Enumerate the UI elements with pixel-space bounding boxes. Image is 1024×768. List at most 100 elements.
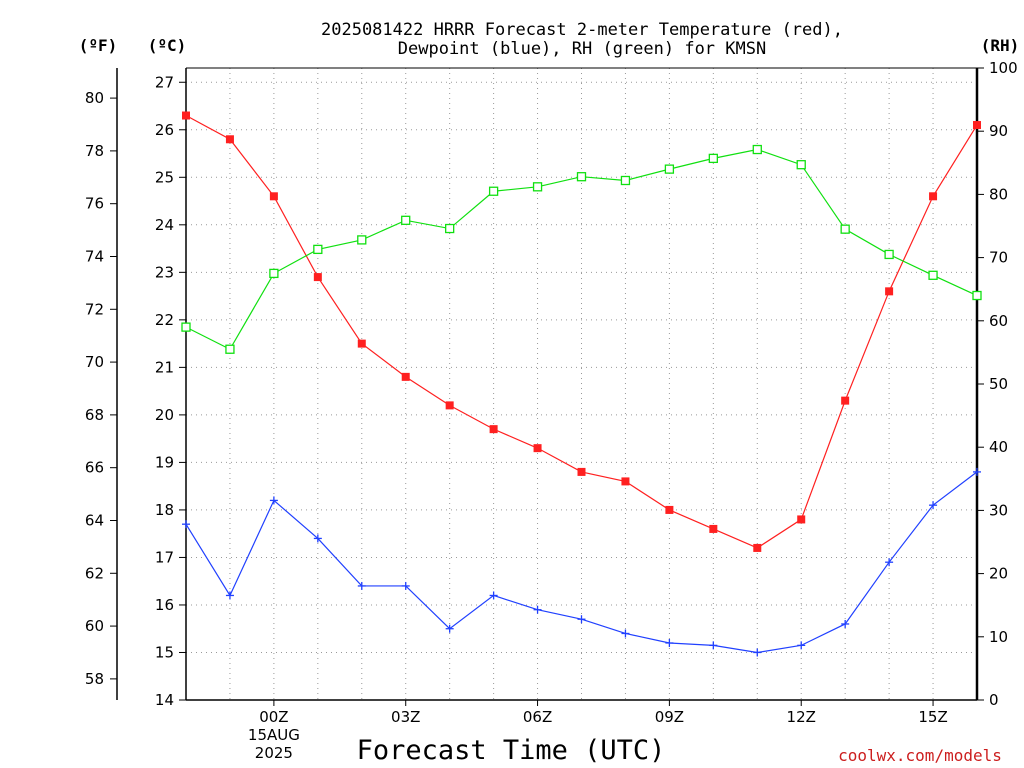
temperature-point xyxy=(973,121,981,130)
dewpoint-point xyxy=(665,638,674,647)
fahrenheit-tick-label: 60 xyxy=(85,617,104,635)
fahrenheit-tick-label: 72 xyxy=(85,300,104,318)
dewpoint-point xyxy=(313,534,322,543)
rh-tick-label: 60 xyxy=(989,312,1008,330)
temperature-point xyxy=(929,192,938,201)
chart-title-line1: 2025081422 HRRR Forecast 2-meter Tempera… xyxy=(321,20,843,40)
celsius-tick-label: 14 xyxy=(155,691,174,709)
rh-point xyxy=(884,249,894,260)
rh-unit-label: (RH) xyxy=(981,36,1020,55)
rh-point xyxy=(928,270,938,280)
fahrenheit-tick-label: 68 xyxy=(85,406,104,424)
rh-point xyxy=(972,290,982,301)
x-tick-label: 03Z xyxy=(391,708,420,726)
rh-tick-label: 50 xyxy=(989,375,1008,393)
temperature-point xyxy=(182,111,190,120)
fahrenheit-tick-label: 78 xyxy=(85,142,104,160)
celsius-tick-label: 19 xyxy=(155,453,174,471)
fahrenheit-tick-label: 58 xyxy=(85,670,104,688)
rh-tick-label: 10 xyxy=(989,628,1008,646)
dewpoint-point xyxy=(489,591,498,600)
temperature-point xyxy=(577,467,586,476)
temperature-point xyxy=(621,477,630,486)
x-tick-label: 06Z xyxy=(523,708,552,726)
rh-point xyxy=(357,235,367,245)
celsius-tick-label: 25 xyxy=(155,168,174,186)
fahrenheit-tick-label: 74 xyxy=(85,247,104,265)
temperature-point xyxy=(401,372,410,381)
dewpoint-point xyxy=(577,615,586,624)
celsius-tick-label: 24 xyxy=(155,216,174,234)
celsius-tick-label: 23 xyxy=(155,263,174,281)
celsius-unit-label: (ºC) xyxy=(148,36,187,55)
dewpoint-point xyxy=(973,467,981,476)
dewpoint-point xyxy=(182,520,190,529)
dewpoint-point xyxy=(533,605,542,614)
celsius-tick-label: 18 xyxy=(155,501,174,519)
x-tick-year-label: 2025 xyxy=(255,744,293,762)
celsius-tick-label: 17 xyxy=(155,548,174,566)
fahrenheit-tick-label: 80 xyxy=(85,89,104,107)
fahrenheit-tick-label: 62 xyxy=(85,564,104,582)
rh-point xyxy=(401,215,411,225)
celsius-tick-label: 15 xyxy=(155,643,174,661)
dewpoint-point xyxy=(225,591,234,600)
rh-point xyxy=(488,186,499,196)
rh-tick-label: 100 xyxy=(989,59,1018,77)
rh-point xyxy=(620,175,631,186)
temperature-point xyxy=(489,425,498,434)
rh-tick-label: 80 xyxy=(989,185,1008,203)
rh-point xyxy=(313,244,323,255)
credit-label: coolwx.com/models xyxy=(838,746,1002,765)
fahrenheit-tick-label: 76 xyxy=(85,195,104,213)
axes: 14 15 16 17 18 19 20 21 22 23 24 25 26 27 00Z15AUG2025… xyxy=(85,59,1018,762)
temperature-point xyxy=(225,135,234,144)
fahrenheit-tick-label: 66 xyxy=(85,459,104,477)
data-series xyxy=(181,111,982,657)
dewpoint-point xyxy=(709,641,718,650)
dewpoint-point xyxy=(753,648,762,657)
temperature-point xyxy=(313,273,322,282)
celsius-tick-label: 22 xyxy=(155,311,174,329)
rh-point xyxy=(225,344,235,354)
rh-point xyxy=(664,164,675,174)
temperature-point xyxy=(665,505,674,514)
celsius-tick-label: 16 xyxy=(155,596,174,614)
rh-tick-label: 0 xyxy=(989,691,999,709)
rh-point xyxy=(532,182,543,192)
x-tick-label: 09Z xyxy=(655,708,684,726)
fahrenheit-unit-label: (ºF) xyxy=(79,36,118,55)
rh-point xyxy=(269,268,279,279)
rh-tick-label: 70 xyxy=(989,249,1008,267)
chart-title-line2: Dewpoint (blue), RH (green) for KMSN xyxy=(398,39,766,59)
temperature-point xyxy=(709,524,718,533)
celsius-tick-label: 26 xyxy=(155,121,174,139)
dewpoint-point xyxy=(841,619,850,628)
dewpoint-point xyxy=(797,641,806,650)
temperature-point xyxy=(445,401,454,410)
rh-tick-label: 90 xyxy=(989,122,1008,140)
celsius-tick-label: 21 xyxy=(155,358,174,376)
x-tick-label: 00Z xyxy=(259,708,288,726)
dewpoint-point xyxy=(401,581,410,590)
fahrenheit-tick-label: 64 xyxy=(85,511,104,529)
celsius-tick-label: 27 xyxy=(155,73,174,91)
temperature-point xyxy=(885,287,894,296)
rh-tick-label: 30 xyxy=(989,501,1008,519)
dewpoint-point xyxy=(269,496,278,505)
x-tick-date-label: 15AUG xyxy=(248,726,300,744)
x-tick-label: 12Z xyxy=(787,708,816,726)
x-tick-label: 15Z xyxy=(918,708,947,726)
rh-point xyxy=(708,153,718,164)
rh-tick-label: 40 xyxy=(989,438,1008,456)
dewpoint-point xyxy=(357,581,366,590)
dewpoint-point xyxy=(445,624,454,633)
rh-point xyxy=(445,223,455,234)
temperature-point xyxy=(797,515,806,524)
rh-point xyxy=(840,224,850,234)
fahrenheit-tick-label: 70 xyxy=(85,353,104,371)
temperature-point xyxy=(357,339,366,348)
dewpoint-point xyxy=(885,558,894,567)
x-axis-label: Forecast Time (UTC) xyxy=(357,735,666,766)
